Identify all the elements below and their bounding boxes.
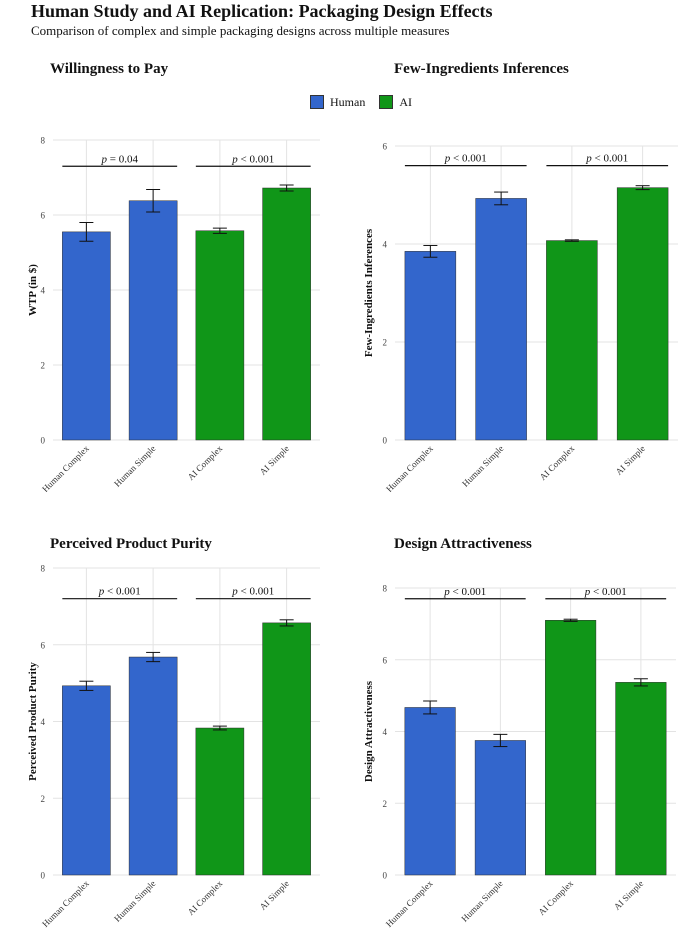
chart-title: Few-Ingredients Inferences xyxy=(394,61,569,77)
y-tick-label: 6 xyxy=(383,655,388,665)
p-value-label: p < 0.001 xyxy=(443,586,486,598)
x-tick-label: AI Simple xyxy=(258,443,291,476)
x-tick-label: AI Complex xyxy=(538,443,577,482)
x-tick-label: AI Simple xyxy=(258,878,291,911)
y-tick-label: 8 xyxy=(383,584,388,594)
x-tick-label: AI Simple xyxy=(614,443,647,476)
y-tick-label: 2 xyxy=(41,794,46,804)
y-axis-label: WTP (in $) xyxy=(27,264,39,316)
figure-subtitle: Comparison of complex and simple packagi… xyxy=(31,23,450,38)
chart-title: Willingness to Pay xyxy=(50,61,169,77)
legend-swatch-ai xyxy=(379,95,394,109)
y-axis-label: Perceived Product Purity xyxy=(27,662,39,781)
chart-few-ingredients: Few-Ingredients Inferences 0 2 4 6 p < 0.001 p… xyxy=(363,61,678,492)
y-tick-label: 8 xyxy=(41,564,46,574)
y-tick-label: 2 xyxy=(41,361,46,371)
y-tick-label: 0 xyxy=(383,871,388,881)
bar-ai-complex xyxy=(546,240,598,441)
bar-ai-simple xyxy=(262,187,311,441)
x-tick-label: AI Complex xyxy=(536,878,575,917)
bar-human-simple xyxy=(475,198,527,441)
bar-human-complex xyxy=(62,685,111,876)
bar-ai-simple xyxy=(616,187,669,441)
y-tick-label: 2 xyxy=(383,338,388,348)
chart-title: Perceived Product Purity xyxy=(50,536,212,552)
x-tick-label: Human Simple xyxy=(112,878,157,923)
bar-ai-complex xyxy=(195,230,245,441)
y-tick-label: 6 xyxy=(41,211,46,221)
bar-human-complex xyxy=(404,251,457,441)
legend-label-ai: AI xyxy=(399,94,412,109)
y-axis-label: Few-Ingredients Inferences xyxy=(363,228,375,357)
bar-ai-complex xyxy=(545,620,597,876)
x-tick-label: AI Complex xyxy=(186,443,225,482)
y-tick-label: 6 xyxy=(383,142,388,152)
legend-item-ai: AI xyxy=(379,95,412,110)
x-tick-label: AI Complex xyxy=(186,878,225,917)
p-value-label: p < 0.001 xyxy=(584,586,627,598)
legend-item-human: Human xyxy=(310,95,365,110)
bar-human-complex xyxy=(62,231,111,441)
x-tick-label: Human Complex xyxy=(384,443,435,492)
y-tick-label: 4 xyxy=(41,717,46,727)
x-tick-label: Human Complex xyxy=(384,878,435,929)
y-tick-label: 8 xyxy=(41,136,46,146)
y-tick-label: 0 xyxy=(41,436,46,446)
legend: Human AI xyxy=(310,94,426,110)
y-tick-label: 0 xyxy=(41,871,46,881)
p-value-label: p < 0.001 xyxy=(444,153,487,165)
y-tick-label: 4 xyxy=(383,727,388,737)
legend-swatch-human xyxy=(310,95,324,109)
x-tick-label: Human Complex xyxy=(40,443,91,492)
figure-title: Human Study and AI Replication: Packagin… xyxy=(31,1,493,21)
x-tick-label: Human Simple xyxy=(460,443,505,488)
bar-ai-simple xyxy=(615,682,667,876)
bar-human-complex xyxy=(404,707,456,876)
x-tick-label: AI Simple xyxy=(612,878,645,911)
y-axis-label: Design Attractiveness xyxy=(363,680,375,782)
p-value-label: p < 0.001 xyxy=(231,586,274,598)
bar-ai-complex xyxy=(195,727,245,876)
x-tick-label: Human Simple xyxy=(459,878,504,923)
y-tick-label: 6 xyxy=(41,640,46,650)
p-value-label: p < 0.001 xyxy=(231,153,274,165)
p-value-label: p < 0.001 xyxy=(98,586,141,598)
legend-label-human: Human xyxy=(330,94,366,109)
p-value-label: p = 0.04 xyxy=(101,153,139,165)
p-value-label: p < 0.001 xyxy=(585,153,628,165)
y-tick-label: 0 xyxy=(383,436,388,446)
bar-human-simple xyxy=(128,200,178,441)
y-tick-label: 4 xyxy=(383,240,388,250)
y-tick-label: 4 xyxy=(41,286,46,296)
chart-design-attractiveness: Design Attractiveness 0 2 4 6 8 p < 0.001 p < 0… xyxy=(363,536,676,929)
bar-ai-simple xyxy=(262,622,311,876)
chart-title: Design Attractiveness xyxy=(394,536,532,552)
chart-willingness-to-pay: Willingness to Pay 0 2 4 6 8 p = 0.04 p < 0.001… xyxy=(27,61,320,492)
bar-human-simple xyxy=(128,656,178,876)
chart-product-purity: Perceived Product Purity 0 2 4 6 8 p < 0.001 p … xyxy=(27,536,320,929)
x-tick-label: Human Complex xyxy=(40,878,91,929)
x-tick-label: Human Simple xyxy=(112,443,157,488)
y-tick-label: 2 xyxy=(383,799,388,809)
bar-human-simple xyxy=(474,740,526,876)
